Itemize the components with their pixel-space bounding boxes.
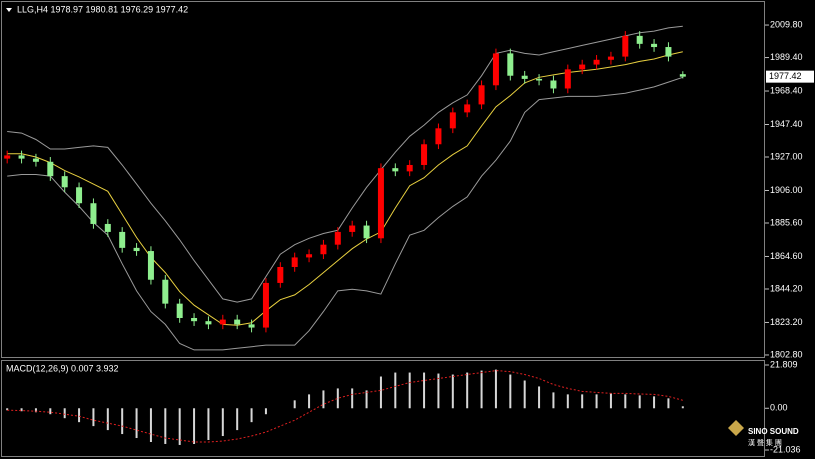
- macd-title: MACD(12,26,9) 0.007 3.932: [6, 363, 119, 373]
- price-panel: [1, 1, 765, 358]
- candle-body: [205, 321, 212, 325]
- candle-body: [191, 317, 198, 322]
- candle-body: [579, 64, 586, 70]
- band-line: [7, 76, 683, 351]
- candle-body: [147, 251, 154, 280]
- candle-body: [492, 53, 499, 86]
- logo-mark: [728, 420, 744, 436]
- candle-body: [607, 56, 614, 60]
- candle-body: [262, 282, 269, 328]
- candle-body: [104, 223, 111, 232]
- candle-body: [550, 80, 557, 89]
- candle-body: [564, 69, 571, 89]
- candle-body: [507, 53, 514, 76]
- candle-body: [536, 78, 543, 81]
- candle-body: [4, 155, 11, 159]
- candle-body: [363, 225, 370, 239]
- candle-body: [277, 266, 284, 283]
- candle-body: [334, 231, 341, 245]
- candle-body: [421, 144, 428, 165]
- candle-body: [349, 225, 356, 232]
- candle-body: [176, 303, 183, 318]
- candle-body: [435, 128, 442, 145]
- candle-body: [291, 257, 298, 267]
- y-tick-label: 1906.00: [770, 185, 803, 195]
- y-tick-label: 1885.60: [770, 217, 803, 227]
- candle-body: [521, 75, 528, 79]
- y-tick-label: 1802.80: [770, 349, 803, 359]
- candle-body: [377, 168, 384, 239]
- candle-body: [406, 164, 413, 172]
- logo: SINO SOUND 漢 聲 集 團: [728, 420, 799, 447]
- candle-body: [593, 59, 600, 65]
- logo-name: SINO SOUND: [748, 427, 799, 436]
- candle-body: [320, 244, 327, 255]
- candle-body: [679, 74, 686, 77]
- candle-body: [119, 231, 126, 248]
- chart-title: LLG,H4 1978.97 1980.81 1976.29 1977.42: [17, 4, 188, 14]
- menu-arrow[interactable]: [6, 8, 12, 12]
- y-tick-label: 0.00: [770, 403, 788, 413]
- signal-line: [7, 370, 683, 443]
- candle-body: [32, 158, 39, 162]
- current-price-label: 1977.42: [769, 71, 802, 81]
- candle-body: [622, 35, 629, 57]
- candle-body: [651, 43, 658, 48]
- y-tick-label: 2009.80: [770, 19, 803, 29]
- candle-body: [76, 187, 83, 204]
- y-tick-label: 1968.40: [770, 85, 803, 95]
- y-tick-label: 1844.20: [770, 283, 803, 293]
- y-tick-label: -21.036: [770, 444, 801, 454]
- candle-body: [90, 203, 97, 224]
- y-tick-label: 1823.20: [770, 317, 803, 327]
- y-tick-label: 1864.60: [770, 251, 803, 261]
- candle-body: [636, 35, 643, 44]
- candle-body: [162, 279, 169, 304]
- y-tick-label: 1989.40: [770, 52, 803, 62]
- candle-body: [464, 104, 471, 113]
- candle-body: [219, 319, 226, 325]
- y-tick-label: 21.809: [770, 359, 798, 369]
- macd-panel: [1, 360, 765, 457]
- candle-body: [61, 176, 68, 188]
- candle-body: [665, 47, 672, 57]
- current-price-box: [766, 70, 814, 83]
- y-tick-label: 1927.00: [770, 151, 803, 161]
- candle-body: [234, 319, 241, 325]
- candle-body: [478, 85, 485, 105]
- logo-subtitle: 漢 聲 集 團: [748, 438, 782, 447]
- band-line: [7, 25, 683, 303]
- y-tick-label: 1947.40: [770, 119, 803, 129]
- candle-body: [18, 155, 25, 159]
- candle-body: [392, 168, 399, 172]
- candle-body: [47, 161, 54, 177]
- candle-body: [306, 254, 313, 258]
- candle-body: [133, 247, 140, 252]
- candle-body: [248, 324, 255, 328]
- candle-body: [449, 112, 456, 129]
